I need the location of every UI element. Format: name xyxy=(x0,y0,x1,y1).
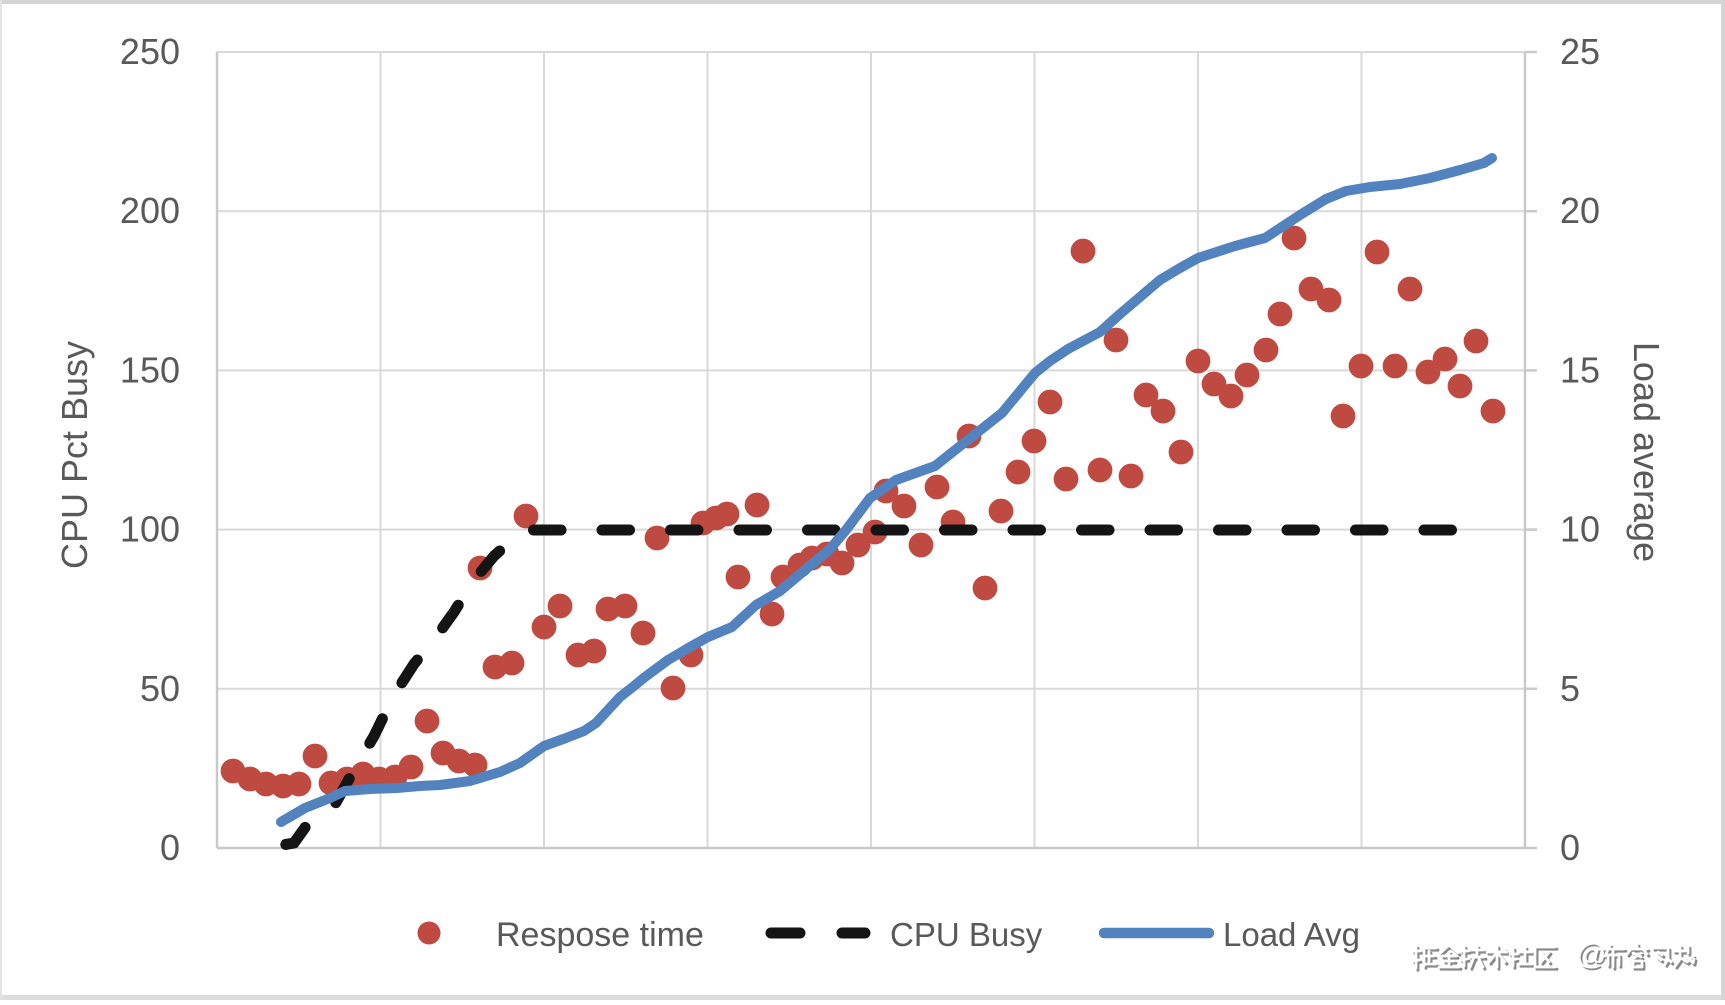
svg-text:100: 100 xyxy=(120,509,180,550)
svg-text:@: @ xyxy=(1576,938,1606,971)
svg-text:200: 200 xyxy=(120,190,180,231)
svg-text:CPU Pct Busy: CPU Pct Busy xyxy=(54,341,95,569)
svg-text:20: 20 xyxy=(1560,190,1600,231)
svg-text:250: 250 xyxy=(120,31,180,72)
svg-text:50: 50 xyxy=(140,668,180,709)
svg-text:@: @ xyxy=(1578,940,1608,973)
svg-text:0: 0 xyxy=(160,827,180,868)
svg-text:5: 5 xyxy=(1560,668,1580,709)
svg-text:150: 150 xyxy=(120,349,180,390)
svg-text:0: 0 xyxy=(1560,827,1580,868)
svg-text:25: 25 xyxy=(1560,31,1600,72)
svg-text:Load average: Load average xyxy=(1626,342,1667,562)
svg-text:10: 10 xyxy=(1560,509,1600,550)
svg-text:Respose time: Respose time xyxy=(496,916,704,954)
svg-text:Load Avg: Load Avg xyxy=(1223,916,1360,953)
svg-text:15: 15 xyxy=(1560,349,1600,390)
svg-text:CPU Busy: CPU Busy xyxy=(890,916,1043,953)
